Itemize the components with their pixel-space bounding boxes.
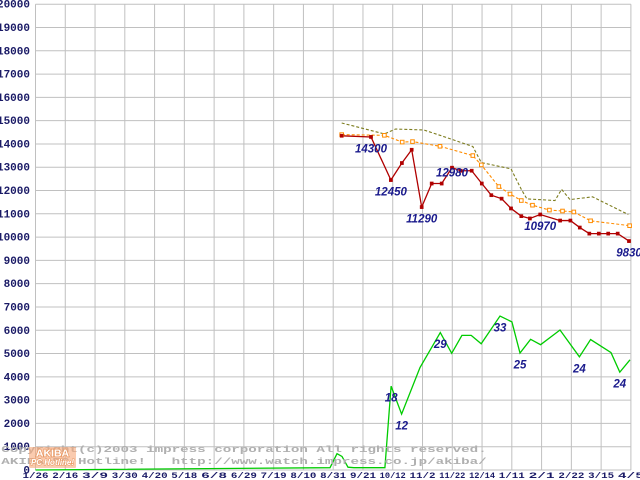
svg-text:33: 33 [494,323,507,335]
svg-text:20000: 20000 [0,0,30,12]
svg-text:10970: 10970 [524,221,557,233]
svg-text:16000: 16000 [0,93,30,105]
svg-text:10/12: 10/12 [380,471,406,480]
svg-text:1/26: 1/26 [23,471,49,480]
svg-text:3/9: 3/9 [82,471,108,480]
svg-text:15000: 15000 [0,116,30,128]
svg-text:7/19: 7/19 [261,471,287,480]
svg-text:9000: 9000 [4,256,30,268]
svg-text:6/29: 6/29 [231,471,257,480]
svg-text:10000: 10000 [0,233,30,245]
svg-text:19000: 19000 [0,23,30,35]
svg-text:9/21: 9/21 [350,471,376,480]
svg-text:12/14: 12/14 [469,471,495,480]
svg-text:5/18: 5/18 [171,471,197,480]
svg-text:18000: 18000 [0,46,30,58]
svg-text:17000: 17000 [0,70,30,82]
svg-text:11000: 11000 [0,209,30,221]
svg-text:24: 24 [612,379,626,391]
svg-text:4/20: 4/20 [142,471,168,480]
svg-text:2/22: 2/22 [558,471,584,480]
svg-text:11/2: 11/2 [410,471,436,480]
svg-text:11290: 11290 [406,214,438,226]
svg-text:12980: 12980 [436,168,469,180]
svg-text:24: 24 [572,363,586,375]
svg-text:25: 25 [513,360,527,372]
svg-text:4/5: 4/5 [618,471,640,480]
svg-text:5000: 5000 [4,349,30,361]
svg-text:9830: 9830 [616,248,640,260]
svg-text:4000: 4000 [4,372,30,384]
svg-text:14300: 14300 [355,144,388,156]
svg-text:13000: 13000 [0,163,30,175]
svg-text:3/30: 3/30 [112,471,138,480]
svg-text:3/15: 3/15 [588,471,614,480]
svg-text:8000: 8000 [4,279,30,291]
svg-text:29: 29 [433,339,447,351]
svg-text:12000: 12000 [0,186,30,198]
svg-text:8/10: 8/10 [290,471,316,480]
svg-text:PC Hotline!: PC Hotline! [31,458,74,467]
svg-text:18: 18 [385,393,398,405]
svg-text:14000: 14000 [0,139,30,151]
svg-text:2000: 2000 [4,419,30,431]
svg-text:11/22: 11/22 [439,471,465,480]
svg-text:2/1: 2/1 [529,471,555,480]
svg-text:1/11: 1/11 [499,471,525,480]
svg-text:3000: 3000 [4,396,30,408]
svg-text:12: 12 [395,421,408,433]
svg-text:8/31: 8/31 [320,471,346,480]
svg-text:12450: 12450 [375,187,408,199]
svg-text:2/16: 2/16 [52,471,78,480]
svg-text:6/8: 6/8 [201,471,227,480]
svg-text:6000: 6000 [4,326,30,338]
svg-text:7000: 7000 [4,303,30,315]
